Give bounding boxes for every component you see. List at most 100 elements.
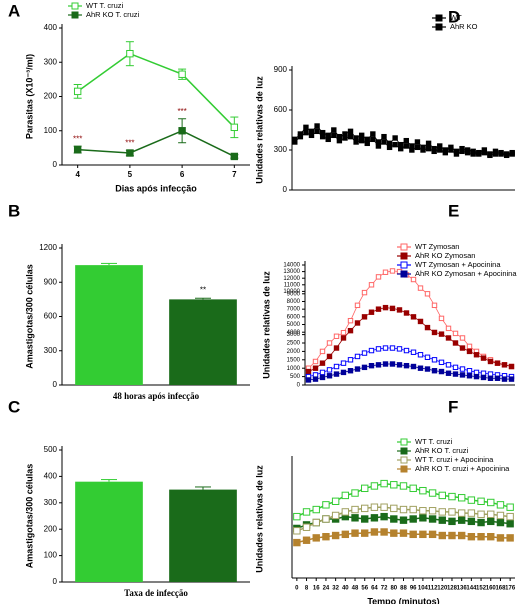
point <box>428 489 437 497</box>
point <box>126 149 134 157</box>
point <box>354 320 361 326</box>
y-tick-label: 100 <box>44 551 58 560</box>
point <box>354 366 361 372</box>
y-tick-label: 200 <box>44 92 58 101</box>
point <box>438 331 445 337</box>
point <box>438 359 445 366</box>
point <box>73 87 82 96</box>
point <box>381 139 387 145</box>
point <box>506 520 514 528</box>
point <box>382 345 389 351</box>
y-tick-label: 300 <box>274 145 288 154</box>
point <box>342 135 348 141</box>
point <box>452 364 459 371</box>
point <box>467 496 476 504</box>
legend-marker <box>435 14 443 22</box>
legend-marker <box>400 456 408 464</box>
point <box>351 505 359 514</box>
series-line <box>294 125 513 155</box>
point <box>361 484 369 493</box>
y-tick-label: 1500 <box>287 357 301 363</box>
point <box>403 310 410 316</box>
point <box>368 282 375 288</box>
point <box>333 371 340 377</box>
point <box>410 314 417 320</box>
y-tick-label: 300 <box>44 346 58 355</box>
panel-label: A <box>8 1 20 20</box>
x-tick-label: 160 <box>486 586 497 592</box>
point <box>399 516 408 524</box>
x-tick-label: 16 <box>313 586 320 592</box>
point <box>354 302 361 309</box>
point <box>326 340 333 346</box>
point <box>382 269 389 275</box>
y-tick-label: 0 <box>53 577 58 586</box>
point <box>361 289 368 296</box>
point <box>457 516 466 524</box>
y-axis-label: Unidades relativas de luz <box>254 76 264 184</box>
y-tick-label: 8000 <box>287 299 301 305</box>
point <box>293 512 301 521</box>
panel-label: C <box>8 397 20 416</box>
point <box>487 375 494 381</box>
x-tick-label: 176 <box>505 586 516 592</box>
point <box>368 347 375 354</box>
point <box>389 361 396 367</box>
point <box>312 358 319 365</box>
point <box>361 314 368 320</box>
point <box>358 132 365 139</box>
point <box>467 533 476 541</box>
point <box>381 133 387 140</box>
point <box>509 151 515 157</box>
point <box>322 515 330 523</box>
point <box>340 369 347 376</box>
point <box>466 343 473 350</box>
point <box>506 534 514 542</box>
point <box>438 508 446 516</box>
annotation: ** <box>200 285 206 294</box>
legend-label: WT T. cruzi <box>86 1 124 10</box>
point <box>392 135 398 141</box>
point <box>375 346 382 352</box>
point <box>305 377 312 383</box>
point <box>506 503 514 511</box>
point <box>431 148 437 155</box>
point <box>230 123 239 132</box>
point <box>445 362 452 368</box>
point <box>325 136 331 143</box>
x-tick-label: 104 <box>418 586 429 592</box>
point <box>396 362 403 368</box>
y-tick-label: 2000 <box>287 349 301 355</box>
legend-marker <box>71 11 79 19</box>
point <box>487 517 495 526</box>
point <box>361 529 369 537</box>
x-tick-label: 7 <box>232 170 237 179</box>
legend-marker <box>435 23 443 31</box>
bar <box>75 265 143 385</box>
bar <box>169 299 237 385</box>
legend-label: AhR KO T. cruzi <box>415 446 469 455</box>
point <box>496 511 505 520</box>
point <box>230 152 239 161</box>
y-axis-label: Amastigotas/300 células <box>24 464 34 569</box>
y-tick-label: 10000 <box>283 289 300 295</box>
point <box>314 123 320 129</box>
point <box>390 529 398 537</box>
point <box>424 291 431 297</box>
point <box>73 145 82 154</box>
x-tick-label: 136 <box>457 586 468 592</box>
x-tick-label: 72 <box>381 586 388 592</box>
x-tick-label: 24 <box>323 586 330 592</box>
y-tick-label: 200 <box>44 524 58 533</box>
point <box>382 361 389 367</box>
y-tick-label: 14000 <box>283 263 300 269</box>
y-axis-label: Parasitas (X10⁻³/ml) <box>24 54 34 139</box>
point <box>312 376 319 382</box>
point <box>333 345 340 351</box>
point <box>178 70 186 78</box>
point <box>492 151 499 157</box>
x-axis-label: Tempo (minutos) <box>367 596 439 604</box>
point <box>442 149 449 156</box>
point <box>494 375 501 381</box>
point <box>480 355 487 361</box>
